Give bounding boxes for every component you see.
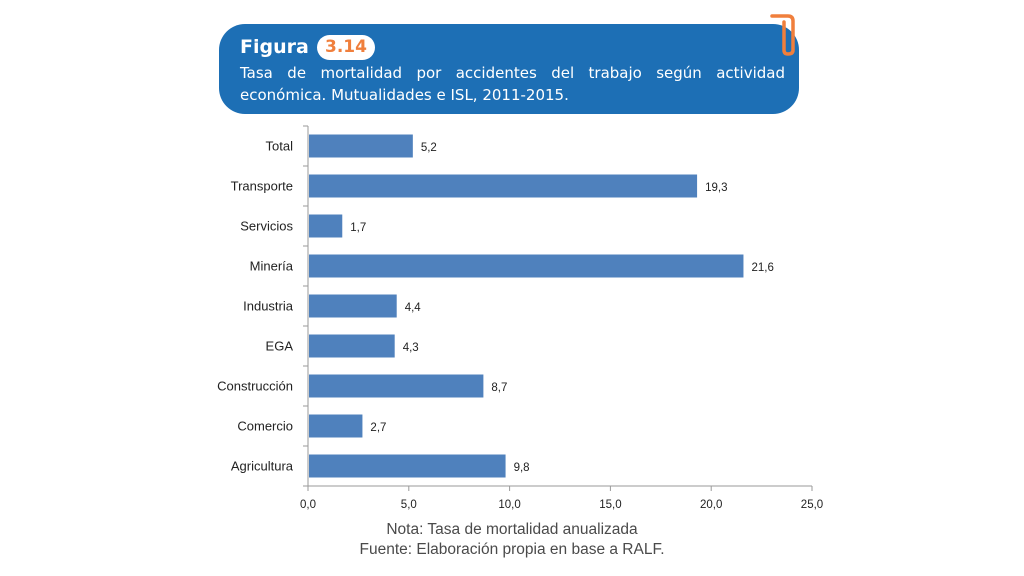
data-label: 5,2 — [421, 142, 437, 154]
bar — [309, 134, 413, 158]
bar — [309, 334, 395, 358]
data-label: 21,6 — [751, 262, 773, 274]
x-tick-label: 25,0 — [801, 499, 823, 511]
category-label: Construcción — [217, 379, 293, 394]
bar — [309, 414, 363, 438]
category-label: Industria — [243, 299, 294, 314]
data-label: 4,3 — [403, 342, 419, 354]
paperclip-icon — [770, 14, 795, 56]
figure-label: Figura — [240, 36, 309, 58]
category-label: Servicios — [240, 219, 293, 234]
x-tick-label: 10,0 — [498, 499, 520, 511]
category-label: Comercio — [237, 419, 293, 434]
data-label: 1,7 — [350, 222, 366, 234]
figure-title: Tasa de mortalidad por accidentes del tr… — [240, 64, 785, 104]
figure-number-badge: 3.14 — [317, 35, 375, 60]
bar — [309, 214, 343, 238]
category-label: Total — [266, 139, 294, 154]
data-label: 4,4 — [405, 302, 422, 314]
category-label: Minería — [250, 259, 294, 274]
chart-source: Fuente: Elaboración propia en base a RAL… — [359, 541, 665, 558]
bar — [309, 174, 698, 198]
category-label: EGA — [266, 339, 294, 354]
category-label: Agricultura — [231, 459, 294, 474]
bar — [309, 254, 744, 278]
x-tick-label: 5,0 — [401, 499, 417, 511]
category-label: Transporte — [231, 179, 293, 194]
x-tick-label: 20,0 — [700, 499, 722, 511]
chart-note: Nota: Tasa de mortalidad anualizada — [386, 521, 638, 538]
x-tick-label: 15,0 — [599, 499, 621, 511]
data-label: 8,7 — [491, 382, 507, 394]
data-label: 2,7 — [370, 422, 386, 434]
bar — [309, 374, 484, 398]
bar — [309, 454, 506, 478]
bar — [309, 294, 397, 318]
figure-header-box — [219, 24, 799, 114]
x-tick-label: 0,0 — [300, 499, 316, 511]
data-label: 19,3 — [705, 182, 727, 194]
data-label: 9,8 — [514, 462, 530, 474]
